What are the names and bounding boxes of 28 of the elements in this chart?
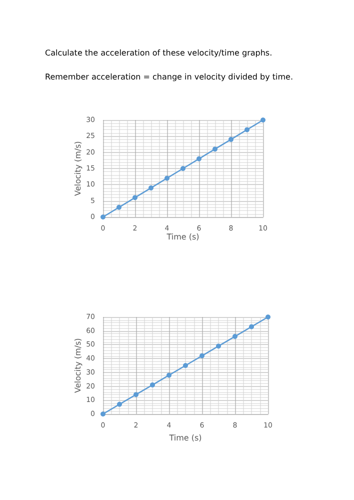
y-axis-title: Velocity (m/s): [74, 141, 83, 196]
point: [132, 195, 138, 200]
point: [180, 166, 186, 171]
point: [228, 136, 234, 142]
point: [166, 372, 172, 378]
point: [164, 176, 170, 181]
chart-subtitle: Remember acceleration = change in velocity divided by time.: [45, 72, 294, 82]
point: [266, 314, 270, 320]
chart-title: Calculate the acceleration of these velocity/time graphs.: [45, 48, 272, 58]
point: [117, 402, 122, 407]
point: [216, 344, 221, 349]
point: [100, 214, 106, 220]
point: [183, 363, 188, 368]
y-axis-title: Velocity (m/s): [74, 338, 83, 393]
x-axis-title: Time (s): [166, 232, 200, 242]
point: [150, 382, 155, 388]
point: [200, 353, 204, 358]
point: [116, 204, 122, 210]
x-axis-title: Time (s): [168, 433, 202, 442]
point: [244, 127, 250, 132]
point: [134, 392, 138, 398]
point: [212, 146, 218, 152]
point: [196, 156, 202, 162]
point: [148, 185, 154, 190]
point: [249, 324, 254, 330]
point: [260, 118, 266, 122]
point: [100, 412, 106, 416]
point: [232, 334, 238, 339]
